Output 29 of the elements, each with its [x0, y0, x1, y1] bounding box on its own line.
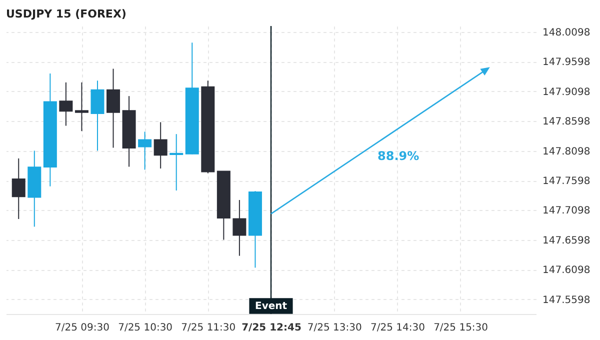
y-tick-label: 147.5598	[542, 294, 590, 306]
x-tick-label: 7/25 11:30	[181, 322, 236, 334]
x-tick-label: 7/25 10:30	[118, 322, 173, 334]
candlestick	[90, 80, 104, 152]
candlestick	[74, 82, 88, 132]
candlestick	[154, 122, 168, 170]
candlestick	[12, 158, 26, 220]
y-tick-label: 147.6098	[542, 265, 590, 276]
candlestick	[106, 68, 120, 148]
x-tick-label: 7/25 15:30	[434, 322, 488, 334]
x-tick-label: 7/25 09:30	[54, 322, 110, 334]
ref-line-label: Event	[254, 301, 288, 312]
y-tick-label: 147.6598	[542, 235, 590, 246]
y-tick-label: 147.7098	[542, 206, 590, 217]
candlestick	[138, 131, 152, 170]
y-tick-label: 147.7598	[542, 176, 590, 188]
y-tick-label: 147.8598	[542, 116, 590, 128]
candlestick	[59, 82, 73, 126]
x-tick-label: 7/25 13:30	[307, 322, 362, 334]
y-tick-label: 147.8098	[542, 146, 590, 158]
candlestick	[170, 134, 184, 191]
y-tick-label: 147.9098	[542, 86, 590, 98]
annotation: 88.9%	[378, 148, 420, 163]
y-tick-label: 148.0098	[542, 28, 590, 39]
x-tick-label: 7/25 12:45	[242, 322, 302, 334]
y-tick-label: 147.9598	[542, 57, 590, 68]
candlestick	[232, 199, 246, 256]
x-tick-label: 7/25 14:30	[370, 322, 425, 334]
chart-title: USDJPY 15 (FOREX)	[6, 7, 126, 20]
